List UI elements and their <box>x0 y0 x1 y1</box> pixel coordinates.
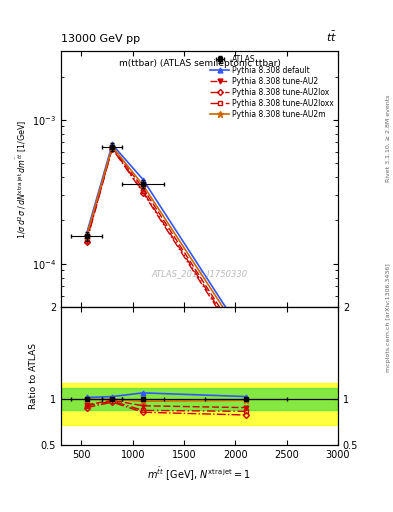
Pythia 8.308 tune-AU2m <box>84 233 89 239</box>
Line: Pythia 8.308 tune-AU2loxx: Pythia 8.308 tune-AU2loxx <box>84 146 248 352</box>
Pythia 8.308 tune-AU2loxx <box>110 145 115 151</box>
Bar <box>61 383 338 425</box>
Text: mcplots.cern.ch [arXiv:1306.3436]: mcplots.cern.ch [arXiv:1306.3436] <box>386 263 391 372</box>
Text: m(ttbar) (ATLAS semileptonic ttbar): m(ttbar) (ATLAS semileptonic ttbar) <box>119 59 280 68</box>
Pythia 8.308 tune-AU2loxx <box>84 238 89 244</box>
Line: Pythia 8.308 tune-AU2: Pythia 8.308 tune-AU2 <box>84 145 248 350</box>
X-axis label: $m^{\bar{t}t}$ [GeV], $N^{\rm xtra\,jet} = 1$: $m^{\bar{t}t}$ [GeV], $N^{\rm xtra\,jet}… <box>147 466 252 483</box>
Pythia 8.308 tune-AU2lox <box>110 145 115 152</box>
Text: ATLAS_2019_I1750330: ATLAS_2019_I1750330 <box>151 269 248 279</box>
Pythia 8.308 tune-AU2lox <box>141 189 145 196</box>
Pythia 8.308 tune-AU2 <box>110 144 115 151</box>
Pythia 8.308 tune-AU2loxx <box>243 347 248 353</box>
Pythia 8.308 tune-AU2 <box>243 345 248 351</box>
Text: $t\bar{t}$: $t\bar{t}$ <box>326 29 337 44</box>
Legend: ATLAS, Pythia 8.308 default, Pythia 8.308 tune-AU2, Pythia 8.308 tune-AU2lox, Py: ATLAS, Pythia 8.308 default, Pythia 8.30… <box>209 53 336 120</box>
Pythia 8.308 tune-AU2lox <box>84 239 89 245</box>
Pythia 8.308 default <box>141 177 145 183</box>
Pythia 8.308 tune-AU2m <box>141 182 145 188</box>
Pythia 8.308 tune-AU2 <box>84 237 89 243</box>
Line: Pythia 8.308 tune-AU2lox: Pythia 8.308 tune-AU2lox <box>84 146 248 354</box>
Line: Pythia 8.308 tune-AU2m: Pythia 8.308 tune-AU2m <box>83 143 249 345</box>
Pythia 8.308 tune-AU2loxx <box>141 188 145 195</box>
Pythia 8.308 tune-AU2m <box>243 339 248 345</box>
Pythia 8.308 tune-AU2lox <box>243 349 248 355</box>
Y-axis label: $1/\sigma\,d^2\sigma\,/\,dN^{\rm xtra\,jet}\,dm^{\bar{t}t}$ [1/GeV]: $1/\sigma\,d^2\sigma\,/\,dN^{\rm xtra\,j… <box>15 119 29 239</box>
Y-axis label: Ratio to ATLAS: Ratio to ATLAS <box>29 343 38 409</box>
Pythia 8.308 tune-AU2m <box>110 143 115 150</box>
Pythia 8.308 default <box>110 141 115 147</box>
Line: Pythia 8.308 default: Pythia 8.308 default <box>84 142 248 340</box>
Pythia 8.308 default <box>243 335 248 341</box>
Pythia 8.308 default <box>84 230 89 237</box>
Text: 13000 GeV pp: 13000 GeV pp <box>61 33 140 44</box>
Pythia 8.308 tune-AU2 <box>141 185 145 191</box>
Bar <box>61 388 338 411</box>
Text: Rivet 3.1.10, ≥ 2.8M events: Rivet 3.1.10, ≥ 2.8M events <box>386 95 391 182</box>
